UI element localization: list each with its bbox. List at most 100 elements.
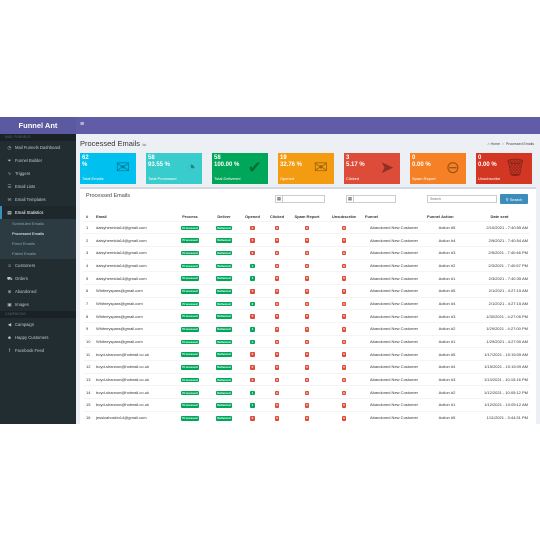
column-header[interactable]: Date sent [490,214,509,220]
table-cell: 5 [84,271,94,285]
table-row[interactable]: 4 daisyhermida14@gmail.com Processed Delive… [84,258,530,272]
stat-percent: 32.76 % [280,162,303,168]
table-cell: 8 [84,309,94,323]
table-cell: 0 [289,372,325,386]
breadcrumb-home[interactable]: Home [490,142,500,146]
column-header[interactable]: # [86,214,89,220]
count-badge: 0 [250,314,255,319]
table-cell: 1/12/2021 - 10:05:12 AM [469,398,530,412]
table-row[interactable]: 10 Whitneyspara@gmail.com Processed Deliver… [84,334,530,348]
table-row[interactable]: 12 boyd-shannon@hotmail.co.uk Processed Del… [84,360,530,374]
column-header[interactable]: Email [96,214,107,220]
sidebar-item-images[interactable]: ▣ Images [0,298,76,311]
app-window: Funnel Ant MAIL FUNNELS ◷ Mail Funnels Da… [0,117,540,424]
deliver-status-badge: Delivered [215,250,233,256]
count-badge: 0 [341,365,347,370]
count-badge: 0 [341,403,347,408]
column-header[interactable]: Funnel Action [427,214,454,220]
column-header[interactable]: Deliver [217,214,231,220]
table-cell: Action #5 [425,410,469,424]
date-to-input[interactable] [354,195,396,203]
count-badge: 0 [304,225,310,231]
table-row[interactable]: 7 Whitneyspara@gmail.com Processed Delivere… [84,296,530,310]
sidebar-item-label: Email Lists [15,184,36,189]
table-row[interactable]: 5 daisyhermida14@gmail.com Processed Delive… [84,271,530,285]
table-cell: 0 [265,372,289,386]
stat-percent: 93.55 % [148,162,171,168]
calendar-icon[interactable]: ▦ [346,195,354,203]
table-cell: Action #2 [425,258,469,272]
count-badge: 0 [304,352,310,357]
table-cell: 0 [289,245,325,260]
brand-logo[interactable]: Funnel Ant [0,117,76,134]
table-cell: 2/3/2021 - 7:40:57 PM [469,258,530,272]
table-cell: Processed [172,410,208,424]
table-row[interactable]: 8 Whitneyspara@gmail.com Processed Delivere… [84,309,530,323]
sidebar-item-label: Facebook Feed [15,348,45,353]
stat-percent: % [82,162,88,168]
table-cell: 0 [289,283,325,298]
sidebar-subitem-processed-emails[interactable]: Processed Emails [12,231,45,236]
table-row[interactable]: 15 boyd-shannon@hotmail.co.uk Processed Del… [84,398,530,412]
sidebar-item-email-statistics[interactable]: ▤ Email Statistics [0,206,76,219]
table-cell: 1 [240,334,265,348]
sidebar-item-orders[interactable]: ⛟ Orders [0,272,76,285]
list-icon: ☰ [7,184,12,189]
count-badge: 0 [274,403,280,408]
column-header[interactable]: Unsubscribe [331,214,357,220]
stat-box-opened: 19 32.76 % Opened ✉ [278,153,334,184]
sidebar-subitem-fixed-emails[interactable]: Fixed Emails [12,241,35,246]
column-header[interactable]: Clicked [269,214,285,220]
table-row[interactable]: 2 daisyhermida14@gmail.com Processed Delive… [84,233,530,247]
column-header[interactable]: Process [182,214,198,220]
table-row[interactable]: 1 daisyhermida14@gmail.com Processed Delive… [84,220,530,234]
deliver-status-badge: Delivered [215,327,233,332]
table-cell: 0 [265,385,289,399]
count-badge: 0 [250,238,255,243]
sidebar-item-triggers[interactable]: ϟ Triggers [0,167,76,180]
menu-toggle-icon[interactable]: ≡ [80,121,85,128]
sidebar-item-label: Triggers [15,171,31,176]
count-badge: 0 [250,352,255,357]
count-badge: 0 [274,314,280,319]
stat-value: 58 [214,155,221,161]
table-row[interactable]: 14 boyd-shannon@hotmail.co.uk Processed Del… [84,385,530,399]
sidebar-item-facebook-feed[interactable]: f Facebook Feed [0,344,76,357]
sidebar-subitem-failed-emails[interactable]: Failed Emails [12,251,37,256]
sidebar-item-funnel-builder[interactable]: ⏷ Funnel Builder [0,154,76,167]
sidebar-subitem-scheduled-emails[interactable]: Scheduled Emails [12,221,45,226]
table-cell: 1 [240,322,265,336]
table-row[interactable]: 6 Whitneyspara@gmail.com Processed Delivere… [84,283,530,298]
facebook-icon: f [8,348,11,353]
table-row[interactable]: 3 daisyhermida14@gmail.com Processed Delive… [84,245,530,260]
sidebar-item-email-templates[interactable]: ✉ Email Templates [0,193,76,206]
column-header[interactable]: Opened [245,214,260,220]
column-header[interactable]: Funnel [365,214,379,220]
count-badge: 0 [274,250,280,256]
table-row[interactable]: 13 boyd-shannon@hotmail.co.uk Processed Del… [84,372,530,386]
search-button[interactable]: ⚲ Search [500,194,528,204]
date-from-input[interactable] [283,195,325,203]
sidebar-item-campaign[interactable]: ◀ Campaign [0,318,76,331]
search-input[interactable] [427,195,497,203]
sidebar-item-email-lists[interactable]: ☰ Email Lists [0,180,76,193]
users-icon: ☺ [7,263,12,268]
table-cell: 0 [289,334,325,348]
sidebar-item-happy-customers[interactable]: ☻ Happy Customers [0,331,76,344]
column-header[interactable]: Spam Report [294,214,320,220]
table-row[interactable]: 11 boyd-shannon@hotmail.co.uk Processed Del… [84,347,530,361]
email-cell: daisyhermida14@gmail.com [94,271,172,285]
calendar-icon[interactable]: ▦ [275,195,283,203]
table-row[interactable]: 16 jessicahoskin14@gmail.com Processed Deli… [84,410,530,424]
table-cell: 0 [240,360,265,374]
sidebar-item-customers[interactable]: ☺ Customers [0,259,76,272]
email-cell: boyd-shannon@hotmail.co.uk [94,398,172,412]
process-status-badge: Processed [180,339,200,345]
sidebar-item-mail-funnels-dashboard[interactable]: ◷ Mail Funnels Dashboard [0,141,76,154]
table-row[interactable]: 9 Whitneyspara@gmail.com Processed Delivere… [84,322,530,336]
table-cell: Action #5 [425,220,469,234]
table-cell: Processed [172,309,208,323]
table-cell: Delivered [208,309,240,323]
table-cell: Delivered [208,410,240,424]
sidebar-item-abandoned[interactable]: ⊗ Abandoned [0,285,76,298]
